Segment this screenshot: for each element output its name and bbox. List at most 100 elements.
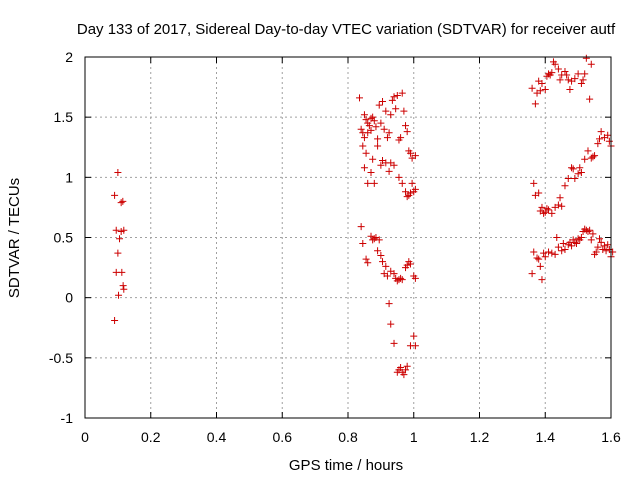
x-tick-label: 0.2: [141, 429, 161, 445]
data-point: [395, 173, 403, 181]
x-tick-label: 1.4: [536, 429, 556, 445]
data-point: [538, 79, 546, 87]
data-point: [360, 111, 368, 119]
data-point: [554, 243, 562, 251]
data-point: [359, 142, 367, 150]
data-point: [375, 236, 383, 244]
x-tick-labels: 0 0.2 0.4 0.6 0.8 1 1.2 1.4 1.6: [81, 429, 621, 445]
data-point: [390, 93, 398, 101]
data-point: [374, 135, 382, 143]
data-point: [561, 246, 569, 254]
y-tick-label: -0.5: [49, 350, 73, 366]
data-point: [367, 126, 375, 134]
data-point: [360, 134, 368, 142]
data-point: [411, 152, 419, 160]
data-point: [377, 119, 385, 127]
data-point: [563, 71, 571, 79]
data-point: [370, 179, 378, 187]
data-point: [362, 116, 370, 124]
data-point: [119, 282, 127, 290]
data-point: [365, 122, 373, 130]
data-point: [362, 255, 370, 263]
data-point: [605, 137, 613, 145]
data-point: [597, 128, 605, 136]
data-point: [398, 89, 406, 97]
data-point: [115, 291, 123, 299]
data-point: [535, 255, 543, 263]
data-point: [364, 259, 372, 267]
data-point: [369, 113, 377, 121]
data-point: [586, 226, 594, 234]
data-point: [528, 270, 536, 278]
data-point: [120, 285, 128, 293]
data-point: [403, 261, 411, 269]
data-point: [564, 76, 572, 84]
data-point: [383, 272, 391, 280]
data-point: [571, 238, 579, 246]
data-point: [564, 175, 572, 183]
y-tick-label: 1: [65, 169, 73, 185]
data-point: [574, 170, 582, 178]
data-point: [572, 240, 580, 248]
data-point: [379, 98, 387, 106]
data-point: [587, 236, 595, 244]
data-point: [385, 300, 393, 308]
data-point: [392, 105, 400, 113]
data-point: [111, 191, 119, 199]
data-point: [597, 238, 605, 246]
data-point: [357, 223, 365, 231]
data-point: [111, 317, 119, 325]
chart-title: Day 133 of 2017, Sidereal Day-to-day VTE…: [77, 21, 616, 38]
data-point: [594, 140, 602, 148]
data-point: [589, 230, 597, 238]
data-point: [577, 169, 585, 177]
data-point: [402, 366, 410, 374]
data-point: [397, 134, 405, 142]
data-point: [120, 226, 128, 234]
x-tick-label: 0.6: [273, 429, 293, 445]
data-point: [587, 60, 595, 68]
y-axis-label: SDTVAR / TECUs: [6, 178, 23, 298]
data-point: [117, 199, 125, 207]
y-tick-label: 0: [65, 290, 73, 306]
y-tick-label: 2: [65, 49, 73, 65]
data-point: [530, 179, 538, 187]
data-point: [553, 234, 561, 241]
data-point: [406, 149, 414, 157]
data-point: [602, 247, 610, 255]
data-point: [556, 194, 564, 202]
data-point: [359, 240, 367, 248]
data-point: [370, 117, 378, 125]
data-point: [545, 206, 553, 214]
data-point: [548, 69, 556, 77]
x-axis-label: GPS time / hours: [289, 457, 403, 474]
data-point: [577, 234, 585, 241]
data-point: [609, 248, 617, 256]
data-point: [568, 164, 576, 172]
data-point: [112, 226, 120, 234]
data-point: [362, 149, 370, 157]
data-point: [533, 254, 541, 262]
data-point: [594, 243, 602, 251]
data-point: [571, 75, 579, 83]
data-point: [114, 169, 122, 177]
data-point: [581, 155, 589, 163]
data-point: [393, 92, 401, 100]
data-point: [545, 70, 553, 78]
grid-lines: [85, 57, 611, 418]
data-point: [390, 339, 398, 347]
data-point: [383, 134, 391, 142]
data-point: [574, 235, 582, 243]
data-point: [566, 85, 574, 93]
data-point: [600, 242, 608, 250]
x-tick-label: 1: [410, 429, 418, 445]
data-point: [403, 362, 411, 370]
data-point: [558, 202, 566, 210]
x-tick-label: 1.2: [470, 429, 490, 445]
data-point: [370, 235, 378, 243]
data-point: [364, 179, 372, 187]
data-point: [402, 122, 410, 130]
data-point: [411, 185, 419, 193]
data-point: [584, 147, 592, 155]
data-point: [536, 262, 544, 270]
